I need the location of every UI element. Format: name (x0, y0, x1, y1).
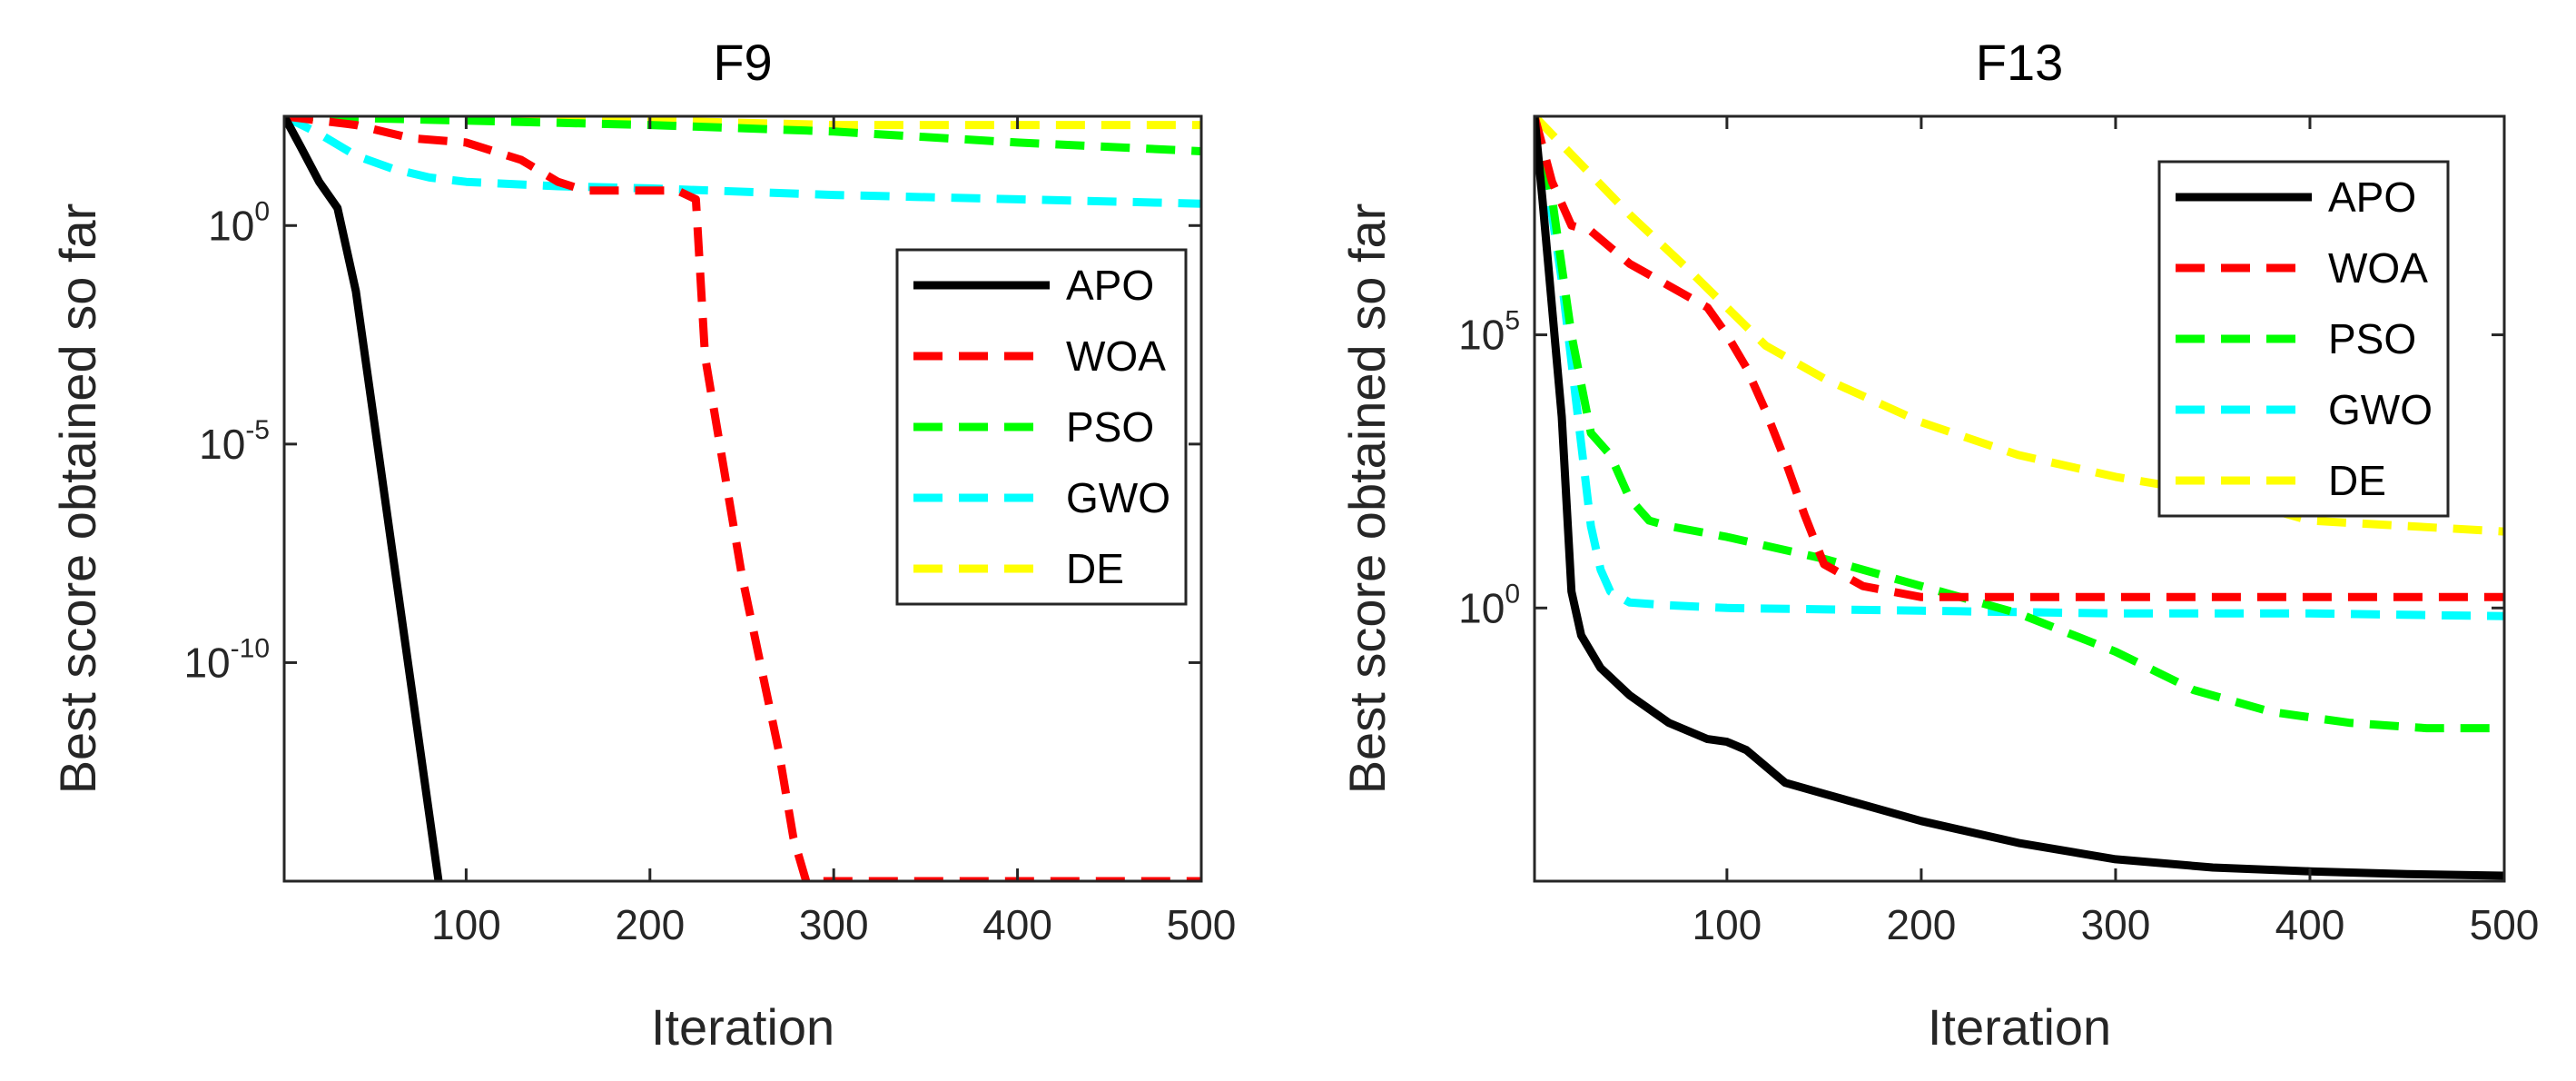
f9-xtick-label: 400 (982, 901, 1052, 948)
f13-series-apo-line (1535, 116, 2504, 880)
f13-ytick-label: 105 (1458, 306, 1520, 359)
f9-ticks: 100 200 300 400 500 100 10-5 10-10 (183, 116, 1236, 948)
f9-series-woa-line (284, 116, 1201, 881)
f13-xtick-label: 200 (1887, 901, 1957, 948)
f13-xtick-label: 100 (1693, 901, 1762, 948)
f13-title: F13 (1976, 34, 2064, 91)
f13-xtick-label: 300 (2081, 901, 2151, 948)
f9-axes-box (282, 114, 1203, 883)
f13-legend-label-woa: WOA (2328, 244, 2428, 292)
f9-ytick-label: 100 (208, 196, 270, 249)
f9-legend-label-gwo: GWO (1066, 474, 1170, 521)
f13-legend: APO WOA PSO GWO DE (2157, 160, 2450, 518)
f13-axes-box (1533, 114, 2506, 883)
f9-legend-label-de: DE (1066, 545, 1124, 592)
f13-series-woa-line (1535, 116, 2504, 601)
f9-ylabel: Best score obtained so far (49, 203, 106, 795)
f13-legend-label-de: DE (2328, 457, 2386, 504)
f9-series-apo-line (284, 116, 443, 881)
f9-ytick-label: 10-5 (199, 415, 270, 468)
f9-xtick-label: 500 (1167, 901, 1237, 948)
f13-legend-label-pso: PSO (2328, 315, 2416, 362)
chart-f9: 100 200 300 400 500 100 10-5 10-10 F9 Iteration… (49, 34, 1236, 1056)
f13-legend-box (2157, 160, 2450, 518)
f9-legend-label-woa: WOA (1066, 332, 1166, 380)
f9-legend: APO WOA PSO GWO DE (895, 248, 1188, 606)
f9-xtick-label: 100 (431, 901, 501, 948)
f9-legend-label-apo: APO (1066, 262, 1154, 309)
f9-ytick-label: 10-10 (183, 633, 270, 686)
f9-xtick-label: 300 (799, 901, 869, 948)
f13-xlabel: Iteration (1928, 998, 2111, 1056)
f9-series-gwo-line (284, 116, 1201, 208)
f13-xtick-label: 400 (2275, 901, 2345, 948)
f13-ylabel: Best score obtained so far (1338, 203, 1396, 795)
f9-xlabel: Iteration (651, 998, 834, 1056)
f9-xtick-label: 200 (615, 901, 685, 948)
f9-title: F9 (713, 34, 772, 91)
f13-ytick-label: 100 (1458, 579, 1520, 631)
chart-f13: 100 200 300 400 500 105 100 F13 Iteration Best… (1338, 34, 2539, 1056)
f9-legend-box (895, 248, 1188, 606)
f13-series-pso-line (1535, 116, 2504, 733)
f9-series-de-line (284, 116, 1201, 130)
f9-legend-label-pso: PSO (1066, 403, 1154, 451)
f13-plot-area (1535, 116, 2504, 880)
f13-legend-label-gwo: GWO (2328, 386, 2433, 433)
f13-xtick-label: 500 (2470, 901, 2540, 948)
f13-legend-label-apo: APO (2328, 174, 2416, 221)
f13-ticks: 100 200 300 400 500 105 100 (1458, 116, 2539, 948)
